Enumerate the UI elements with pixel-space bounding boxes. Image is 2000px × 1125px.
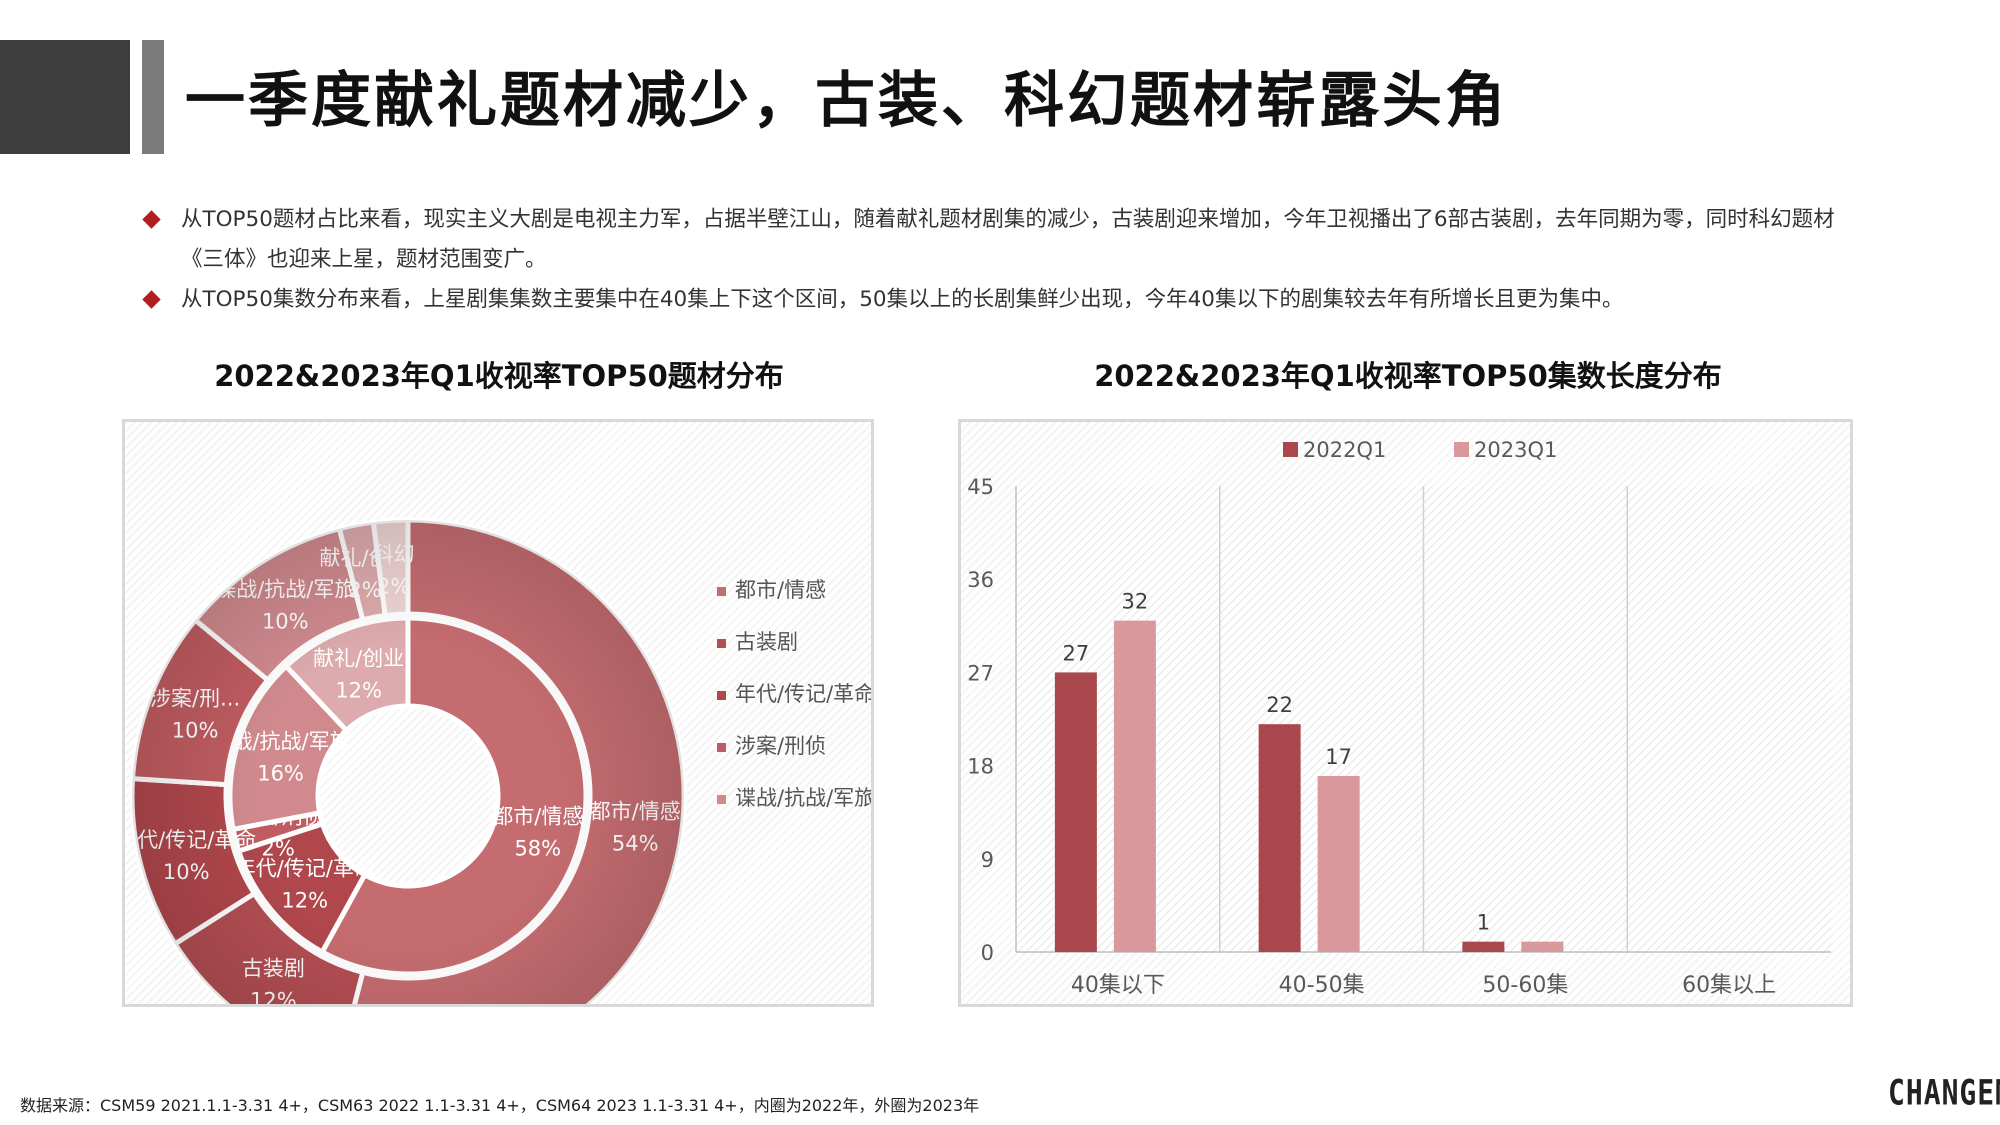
donut-chart: 都市/情感 58% 年代/传记/革命 12% 涉案/刑侦 2% 谍战/抗战/军旅 16% 献礼/… [116,517,875,1075]
outer-slice-label: 都市/情感 [590,800,681,824]
brand-logo: CHANGEMO [1888,1071,2000,1114]
inner-slice-value: 2% [262,836,295,860]
header-block-accent [142,40,164,154]
outer-slice-value: 54% [612,832,659,856]
legend-swatch [1454,442,1469,457]
bar-2022Q1 [1054,672,1097,952]
bar-chart-title: 2022&2023年Q1收视率TOP50集数长度分布 [1094,359,1722,393]
legend-label: 年代/传记/革命 [735,682,871,706]
header-block-dark [0,40,130,154]
bar-data-label: 1 [1477,911,1490,935]
data-source-footnote: 数据来源：CSM59 2021.1.1-3.31 4+，CSM63 2022 1… [20,1096,980,1115]
inner-slice-value: 16% [257,762,304,786]
legend-label: 谍战/抗战/军旅 [735,786,871,810]
bar-2023Q1 [1521,941,1564,952]
legend-swatch [717,795,726,804]
outer-slice-value: 10% [262,610,309,634]
bullet-item: 从TOP50题材占比来看，现实主义大剧是电视主力军，占据半壁江山，随着献礼题材剧… [142,200,1865,280]
legend-swatch [717,639,726,648]
inner-slice-label: 都市/情感 [492,804,583,828]
legend-label: 涉案/刑侦 [735,734,826,758]
outer-slice-value: 10% [172,719,219,743]
legend-swatch [717,691,726,700]
bar-data-label: 32 [1122,590,1149,614]
legend-label: 古装剧 [735,630,798,654]
bullet-list: 从TOP50题材占比来看，现实主义大剧是电视主力军，占据半壁江山，随着献礼题材剧… [142,200,1865,320]
inner-slice-label: 献礼/创业 [313,646,404,670]
inner-slice-value: 58% [514,836,561,860]
outer-slice-label: 涉案/刑... [150,687,240,711]
y-tick-label: 9 [981,848,994,872]
outer-slice-value: 2% [377,574,410,598]
inner-slice-value: 12% [281,888,328,912]
bar-2023Q1 [1317,775,1360,952]
bar-2022Q1 [1462,941,1505,952]
x-tick-label: 40集以下 [1071,973,1165,998]
diamond-bullet-icon [142,210,161,229]
outer-slice-value: 12% [250,988,297,1004]
bar-chart-panel: 0 9 18 27 36 45 27 32 40集以下 22 17 40-50集 1 50-60集 60集以… [958,419,1853,1007]
legend-swatch [717,743,726,752]
donut-chart-title: 2022&2023年Q1收视率TOP50题材分布 [214,359,784,393]
y-tick-label: 36 [967,568,994,592]
legend-label: 2022Q1 [1303,438,1386,462]
outer-slice-label: 古装剧 [242,956,305,980]
bar-data-label: 17 [1325,745,1352,769]
x-tick-label: 60集以上 [1682,973,1776,998]
bullet-item: 从TOP50集数分布来看，上星剧集集数主要集中在40集上下这个区间，50集以上的… [142,280,1865,320]
bar-chart: 0 9 18 27 36 45 27 32 40集以下 22 17 40-50集 1 50-60集 60集以… [967,438,1831,998]
y-tick-label: 18 [967,755,994,779]
bar-data-label: 27 [1063,641,1090,665]
outer-slice-label: 科幻 [373,542,415,566]
legend-swatch [1283,442,1298,457]
bullet-text: 从TOP50集数分布来看，上星剧集集数主要集中在40集上下这个区间，50集以上的… [181,287,1624,312]
bar-data-label: 22 [1266,693,1293,717]
x-tick-label: 40-50集 [1279,973,1365,998]
bar-2023Q1 [1113,620,1156,952]
inner-slice-value: 12% [335,678,382,702]
outer-slice-value: 10% [163,860,210,884]
legend-swatch [717,587,726,596]
donut-chart-panel: 都市/情感 58% 年代/传记/革命 12% 涉案/刑侦 2% 谍战/抗战/军旅 16% 献礼/… [116,419,875,1075]
inner-slice-label: 年代/传记/革命 [235,856,375,880]
bullet-text: 从TOP50题材占比来看，现实主义大剧是电视主力军，占据半壁江山，随着献礼题材剧… [181,207,1835,272]
outer-slice-label: 谍战/抗战/军旅 [215,578,355,602]
page-title: 一季度献礼题材减少，古装、科幻题材崭露头角 [185,66,1508,136]
legend-label: 都市/情感 [735,578,826,602]
diamond-bullet-icon [142,290,161,309]
y-tick-label: 0 [981,941,994,965]
y-tick-label: 27 [967,661,994,685]
y-tick-label: 45 [967,475,994,499]
x-tick-label: 50-60集 [1482,973,1568,998]
bar-2022Q1 [1258,724,1301,952]
legend-label: 2023Q1 [1474,438,1557,462]
outer-slice-label: 年代/传记/革命 [125,828,256,852]
